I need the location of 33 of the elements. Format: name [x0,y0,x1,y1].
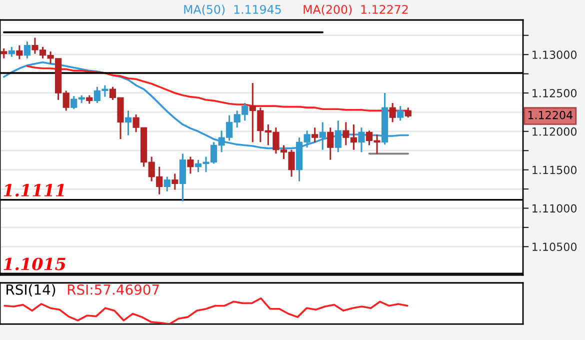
y-tick-label: 1.11500 [532,166,577,174]
text: 1.12272 [361,4,408,14]
candlestick [334,120,342,153]
candlestick [312,126,318,143]
series-label: RSI:57.46907 [68,284,159,295]
candlestick [8,46,15,58]
chart-title: RSI(14) [6,284,56,296]
y-tick-label: 1.12000 [532,127,577,136]
text: 1.11945 [234,4,281,14]
candlestick [319,121,326,151]
candlestick [327,126,334,161]
y-tick-label: 1.13000 [532,50,577,59]
ref-line-label: 1.1111 [4,184,64,197]
y-tick-label: 1.12500 [532,88,577,98]
y-tick-label: 1.11000 [532,204,577,213]
line-series [2,61,410,150]
candlestick [179,152,186,202]
candlestick [389,102,396,123]
candlestick [187,156,194,174]
candlestick [16,44,23,60]
text: 1.12204 [528,110,572,120]
candlestick [0,48,8,60]
text: MA(200) [304,4,352,16]
candlestick [124,110,132,136]
y-tick-label: 1.10500 [532,242,577,252]
candlestick [164,176,170,192]
candlestick [397,105,404,122]
candlestick [172,172,178,191]
candlestick [24,40,31,60]
candlestick [404,106,412,118]
text: MA(50) [184,4,225,16]
ref-line-label: 1.1015 [4,258,66,270]
candlestick [358,126,365,153]
